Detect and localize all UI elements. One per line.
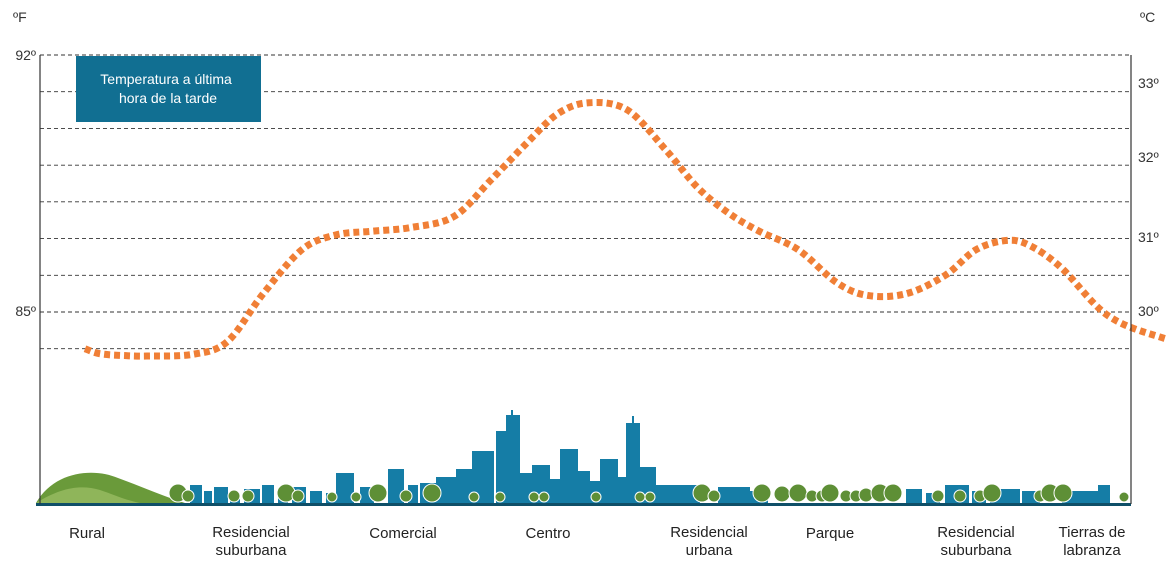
right-axis-unit: ºC (1140, 9, 1155, 25)
right-tick-31: 31º (1138, 229, 1159, 245)
tree (707, 489, 721, 503)
tree (227, 489, 241, 503)
building (1062, 491, 1104, 503)
category-label-line: suburbana (941, 542, 1013, 559)
tree (773, 485, 791, 503)
category-label: Residencial urbana (670, 524, 748, 559)
ground-line (36, 503, 1131, 506)
building (618, 477, 628, 503)
tree (644, 491, 656, 503)
building (472, 451, 494, 503)
category-label-line: labranza (1063, 542, 1121, 559)
tree (931, 489, 945, 503)
tree (883, 483, 903, 503)
category-label-line: Comercial (369, 525, 437, 542)
category-label: Tierras de labranza (1059, 524, 1126, 559)
category-label: Comercial (369, 525, 437, 542)
tree (181, 489, 195, 503)
tree (982, 483, 1002, 503)
building (506, 415, 520, 503)
category-label-line: suburbana (216, 542, 288, 559)
building (436, 477, 456, 503)
building (550, 479, 560, 503)
temperature-line (83, 98, 1167, 360)
temperature-series (83, 98, 1167, 360)
tree (752, 483, 772, 503)
tree (350, 491, 362, 503)
left-axis-unit: ºF (13, 9, 27, 25)
building (336, 473, 354, 503)
tree (538, 491, 550, 503)
building (456, 469, 472, 503)
building (310, 491, 322, 503)
building (511, 410, 513, 418)
tree (291, 489, 305, 503)
building (656, 485, 670, 503)
right-tick-32: 32º (1138, 149, 1159, 165)
building (578, 471, 590, 503)
building (1098, 485, 1110, 503)
tree (788, 483, 808, 503)
building (262, 485, 274, 503)
tree (494, 491, 506, 503)
category-label-line: Parque (806, 525, 854, 542)
category-label-line: Residencial (670, 524, 748, 541)
hill (36, 487, 140, 503)
tree (326, 491, 338, 503)
category-label-line: Rural (69, 525, 105, 542)
left-tick-92: 92º (15, 47, 36, 63)
building (718, 487, 750, 503)
building (626, 423, 640, 503)
category-label-line: Tierras de (1059, 524, 1126, 541)
tree (634, 491, 646, 503)
building (214, 487, 228, 503)
skyline-illustration (36, 410, 1131, 506)
tree (953, 489, 967, 503)
building (906, 489, 922, 503)
building (560, 449, 578, 503)
chart-title-box (76, 56, 261, 122)
tree (468, 491, 480, 503)
tree (590, 491, 602, 503)
category-label-line: Residencial (212, 524, 290, 541)
category-label: Parque (806, 525, 854, 542)
building (496, 431, 506, 503)
left-tick-85: 85º (15, 303, 36, 319)
category-label: Centro (525, 525, 570, 542)
category-label: Rural (69, 525, 105, 542)
right-tick-30: 30º (1138, 303, 1159, 319)
tree (368, 483, 388, 503)
category-label-line: Centro (525, 525, 570, 542)
chart-title: Temperatura a última hora de la tarde (100, 71, 235, 106)
tree (528, 491, 540, 503)
building (670, 485, 700, 503)
building (204, 491, 212, 503)
tree (399, 489, 413, 503)
tree (241, 489, 255, 503)
right-tick-33: 33º (1138, 75, 1159, 91)
category-label-line: Residencial (937, 524, 1015, 541)
building (632, 416, 634, 424)
tree (422, 483, 442, 503)
building (408, 485, 418, 503)
category-label-line: urbana (686, 542, 733, 559)
category-label: Residencial suburbana (937, 524, 1015, 559)
tree (1118, 491, 1130, 503)
tree (820, 483, 840, 503)
building (600, 459, 618, 503)
category-label: Residencial suburbana (212, 524, 290, 559)
tree (1053, 483, 1073, 503)
